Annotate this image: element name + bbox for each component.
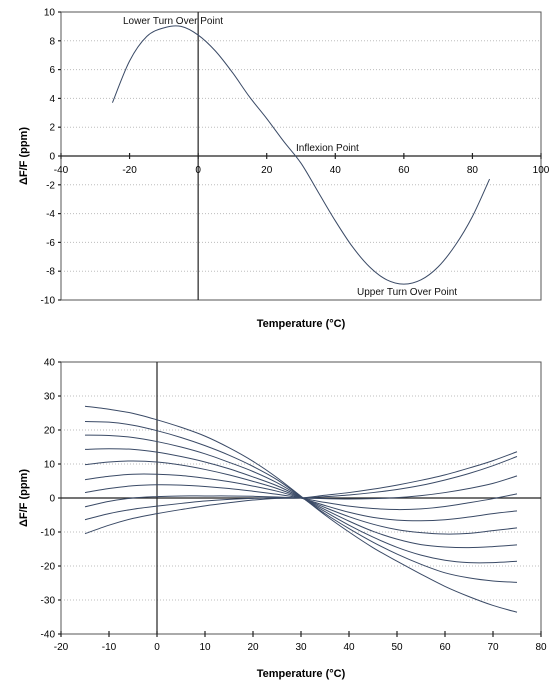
bottom-x-tick-label: -20 [54,642,69,653]
top-x-tick-label: 0 [195,165,201,176]
top-y-tick-label: -8 [46,267,55,278]
bottom-y-tick-label: 0 [49,494,55,505]
top-y-tick-label: -10 [41,296,56,307]
top-y-tick-label: -4 [46,209,55,220]
top-y-tick-label: 6 [49,65,55,76]
top-y-axis-label: ΔF/F (ppm) [18,127,30,185]
annotation-inflexion: Inflexion Point [296,143,359,154]
bottom-y-tick-label: -40 [41,630,56,641]
bottom-y-tick-label: 10 [44,460,56,471]
bottom-x-tick-label: 30 [295,642,307,653]
top-gridlines [61,40,541,272]
top-y-tick-label: -2 [46,180,55,191]
bottom-x-tick-label: 0 [154,642,160,653]
top-series-layer [111,25,491,285]
annotation-upper-turn-over: Upper Turn Over Point [357,287,457,298]
top-x-axis-label: Temperature (°C) [257,318,346,330]
bottom-y-tick-label: -10 [41,528,56,539]
top-y-tick-label: 4 [49,94,55,105]
annotation-lower-turn-over: Lower Turn Over Point [123,16,223,27]
bottom-y-tick-label: 30 [44,392,56,403]
bottom-tick-labels: -40 -30 -20 -10 0 10 20 30 40 -20 -10 0 10 20 30 40 50 60… [41,358,547,654]
top-x-tick-label: -40 [54,165,69,176]
top-y-tick-label: 2 [49,123,55,134]
bottom-y-axis-label: ΔF/F (ppm) [18,469,30,527]
top-y-tick-label: 0 [49,152,55,163]
bottom-x-tick-label: 70 [487,642,499,653]
bottom-x-tick-label: -10 [102,642,117,653]
top-x-tick-label: 80 [467,165,479,176]
top-x-tick-label: 40 [330,165,342,176]
top-series-line-1 [111,25,491,285]
bottom-x-tick-label: 50 [391,642,403,653]
bottom-x-axis-label: Temperature (°C) [257,668,346,680]
bottom-y-tick-label: 20 [44,426,56,437]
top-x-tick-label: 20 [261,165,273,176]
bottom-x-tick-label: 80 [535,642,547,653]
bottom-series-line-10 [84,451,518,535]
top-y-tick-label: 8 [49,36,55,47]
bottom-y-tick-label: -20 [41,562,56,573]
bottom-y-tick-label: 40 [44,358,56,369]
chart-bottom: -40 -30 -20 -10 0 10 20 30 40 -20 -10 0 10 20 30 40 50 60… [18,358,547,681]
bottom-y-tick-label: -30 [41,596,56,607]
top-annotations: Lower Turn Over Point Inflexion Point Up… [123,16,457,298]
bottom-series-layer [84,405,518,613]
top-y-tick-label: 10 [44,8,56,19]
bottom-x-tick-label: 60 [439,642,451,653]
bottom-x-tick-label: 20 [247,642,259,653]
top-x-tick-label: 60 [398,165,410,176]
bottom-x-tick-label: 10 [199,642,211,653]
top-x-tick-label: -20 [122,165,137,176]
top-y-tick-label: -6 [46,238,55,249]
bottom-x-tick-label: 40 [343,642,355,653]
top-x-tick-label: 100 [533,165,550,176]
